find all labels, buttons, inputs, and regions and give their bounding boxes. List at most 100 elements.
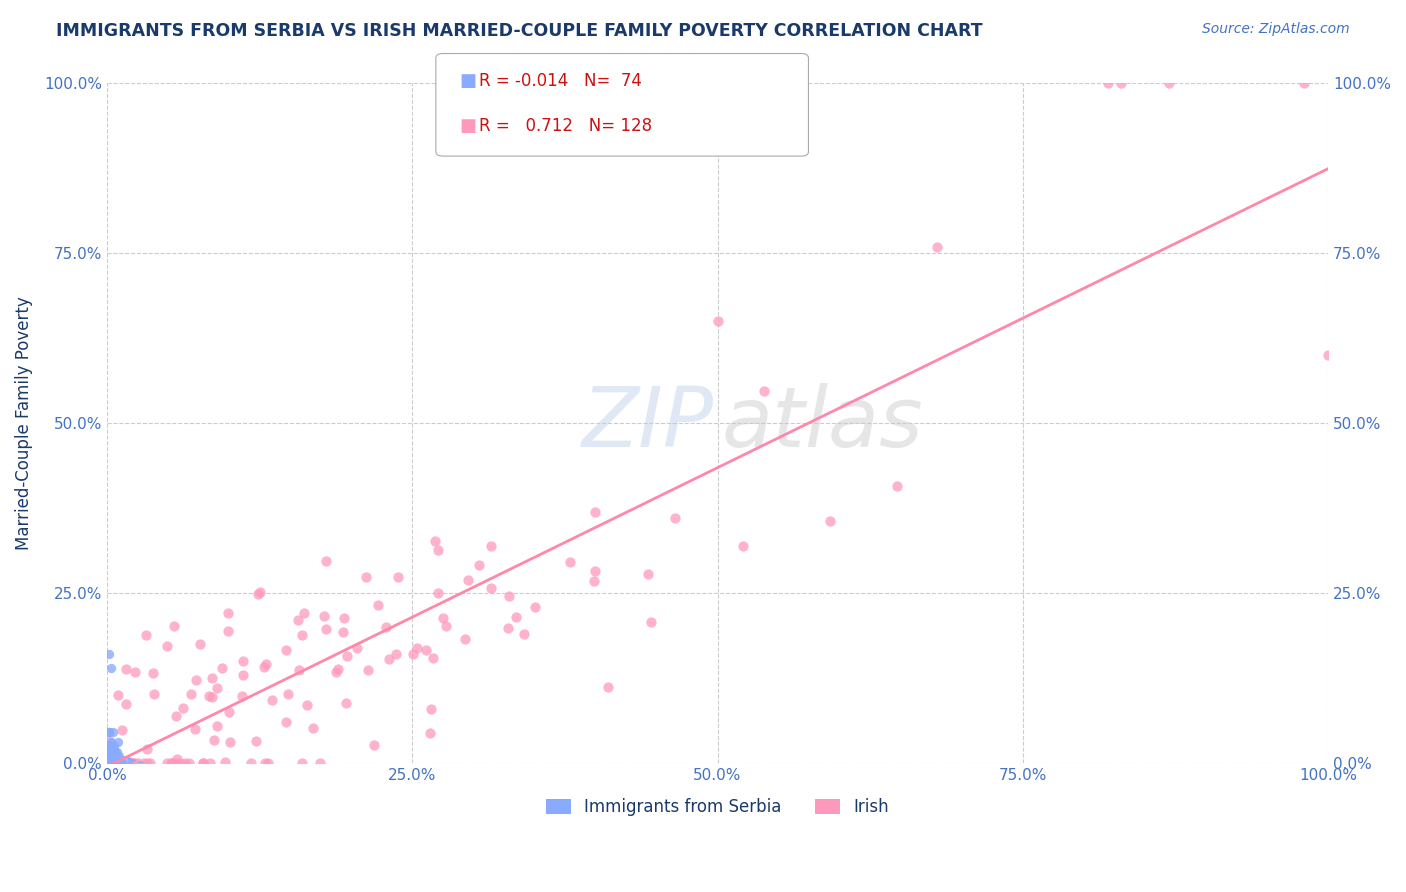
Point bbox=[211, 661, 233, 675]
Point bbox=[97, 754, 120, 768]
Point bbox=[124, 665, 146, 679]
Point bbox=[218, 735, 240, 749]
Point bbox=[96, 756, 118, 770]
Point bbox=[434, 618, 457, 632]
Point bbox=[97, 749, 120, 764]
Point bbox=[402, 647, 425, 661]
Point bbox=[98, 747, 121, 762]
Point bbox=[100, 749, 122, 764]
Point bbox=[134, 756, 156, 771]
Point bbox=[384, 648, 406, 662]
Point bbox=[357, 663, 380, 677]
Point bbox=[468, 558, 491, 573]
Point bbox=[422, 651, 444, 665]
Point bbox=[336, 648, 359, 663]
Point bbox=[202, 732, 225, 747]
Point bbox=[731, 540, 754, 554]
Point bbox=[637, 567, 659, 582]
Point bbox=[160, 756, 183, 771]
Point bbox=[139, 756, 162, 771]
Point bbox=[96, 749, 118, 764]
Point bbox=[201, 690, 224, 705]
Text: ■: ■ bbox=[460, 72, 477, 90]
Point bbox=[101, 751, 124, 765]
Point bbox=[124, 756, 146, 771]
Point bbox=[98, 751, 121, 765]
Point bbox=[169, 756, 191, 771]
Point bbox=[249, 585, 271, 599]
Point bbox=[198, 756, 221, 771]
Point bbox=[274, 715, 297, 730]
Point bbox=[98, 739, 121, 753]
Point bbox=[143, 687, 166, 701]
Point bbox=[97, 743, 120, 757]
Point bbox=[96, 753, 118, 767]
Point bbox=[97, 756, 120, 770]
Point bbox=[101, 753, 124, 767]
Point bbox=[583, 574, 606, 588]
Point bbox=[96, 753, 118, 767]
Point bbox=[315, 622, 337, 636]
Point bbox=[193, 756, 215, 771]
Point bbox=[97, 753, 120, 767]
Point bbox=[108, 756, 131, 770]
Point bbox=[98, 749, 121, 764]
Point bbox=[706, 314, 728, 328]
Point bbox=[288, 663, 311, 677]
Point bbox=[287, 613, 309, 627]
Point bbox=[297, 698, 319, 713]
Point bbox=[98, 725, 121, 739]
Point bbox=[174, 756, 197, 771]
Point bbox=[100, 749, 122, 764]
Point bbox=[253, 660, 276, 674]
Point bbox=[332, 625, 354, 640]
Point bbox=[346, 640, 368, 655]
Point bbox=[165, 756, 187, 771]
Point bbox=[426, 542, 449, 557]
Point bbox=[560, 555, 582, 569]
Point bbox=[117, 754, 139, 768]
Point bbox=[315, 553, 337, 567]
Point bbox=[142, 666, 165, 681]
Point bbox=[231, 689, 253, 703]
Point bbox=[498, 589, 520, 603]
Point bbox=[100, 746, 122, 760]
Point bbox=[98, 753, 121, 767]
Point bbox=[432, 611, 454, 625]
Point bbox=[291, 628, 314, 642]
Point bbox=[1317, 348, 1340, 362]
Point bbox=[198, 689, 221, 703]
Point bbox=[328, 662, 350, 676]
Point bbox=[217, 606, 239, 620]
Point bbox=[312, 609, 335, 624]
Point bbox=[457, 573, 479, 587]
Point bbox=[254, 657, 277, 671]
Point bbox=[103, 739, 125, 753]
Text: IMMIGRANTS FROM SERBIA VS IRISH MARRIED-COUPLE FAMILY POVERTY CORRELATION CHART: IMMIGRANTS FROM SERBIA VS IRISH MARRIED-… bbox=[56, 22, 983, 40]
Point bbox=[107, 735, 129, 749]
Point bbox=[97, 753, 120, 767]
Point bbox=[115, 697, 138, 711]
Point bbox=[184, 722, 207, 736]
Point bbox=[115, 662, 138, 676]
Point bbox=[98, 733, 121, 747]
Point bbox=[1097, 77, 1119, 91]
Point bbox=[332, 611, 354, 625]
Point bbox=[292, 607, 315, 621]
Text: ■: ■ bbox=[460, 118, 477, 136]
Point bbox=[172, 700, 194, 714]
Point bbox=[104, 756, 127, 771]
Point bbox=[100, 740, 122, 755]
Point bbox=[479, 540, 502, 554]
Point bbox=[1292, 77, 1315, 91]
Point bbox=[454, 632, 477, 646]
Point bbox=[335, 696, 357, 710]
Point bbox=[420, 701, 443, 715]
Point bbox=[111, 756, 134, 770]
Point bbox=[100, 749, 122, 764]
Point bbox=[100, 750, 122, 764]
Point bbox=[127, 756, 149, 771]
Point bbox=[387, 570, 409, 584]
Y-axis label: Married-Couple Family Poverty: Married-Couple Family Poverty bbox=[15, 296, 32, 550]
Point bbox=[104, 756, 127, 771]
